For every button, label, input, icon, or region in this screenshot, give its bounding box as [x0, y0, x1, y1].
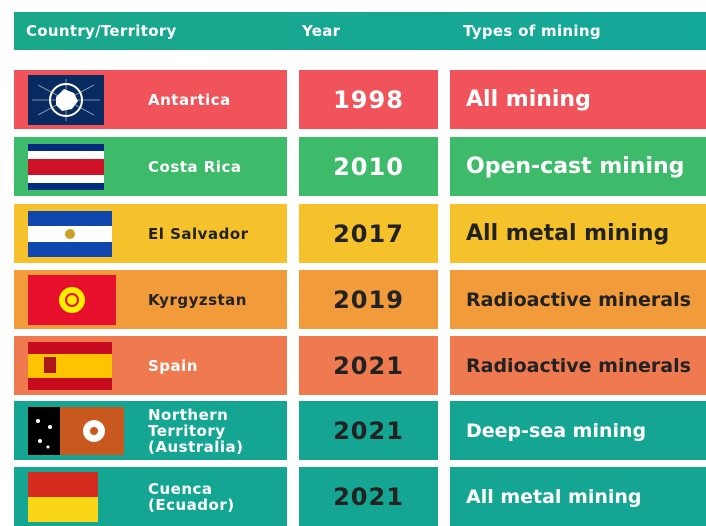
- mining-type: Deep-sea mining: [450, 401, 706, 460]
- year: 2019: [299, 270, 438, 329]
- year: 2021: [299, 467, 438, 526]
- flag: [28, 70, 104, 129]
- flag: [28, 137, 104, 196]
- flag: [28, 270, 116, 329]
- header-bar: [14, 12, 706, 50]
- country-name: Spain: [148, 356, 198, 375]
- flag: [28, 467, 98, 526]
- flag: [28, 204, 112, 263]
- year: 2021: [299, 336, 438, 395]
- country-name: El Salvador: [148, 224, 249, 243]
- flag: [28, 401, 124, 460]
- header-cell: Year: [302, 22, 341, 40]
- country-name: Kyrgyzstan: [148, 290, 247, 309]
- mining-type: Open-cast mining: [450, 137, 706, 196]
- header-cell: Country/Territory: [26, 22, 177, 40]
- mining-type: Radioactive minerals: [450, 336, 706, 395]
- mining-type: Radioactive minerals: [450, 270, 706, 329]
- header-cell: Types of mining: [463, 22, 601, 40]
- mining-type: All metal mining: [450, 467, 706, 526]
- country-name: Antartica: [148, 90, 231, 109]
- country-name: Cuenca (Ecuador): [148, 479, 235, 514]
- year: 2010: [299, 137, 438, 196]
- mining-type: All metal mining: [450, 204, 706, 263]
- country-name: Northern Territory (Australia): [148, 405, 244, 456]
- country-name: Costa Rica: [148, 157, 242, 176]
- flag: [28, 336, 112, 395]
- mining-type: All mining: [450, 70, 706, 129]
- year: 2021: [299, 401, 438, 460]
- year: 1998: [299, 70, 438, 129]
- year: 2017: [299, 204, 438, 263]
